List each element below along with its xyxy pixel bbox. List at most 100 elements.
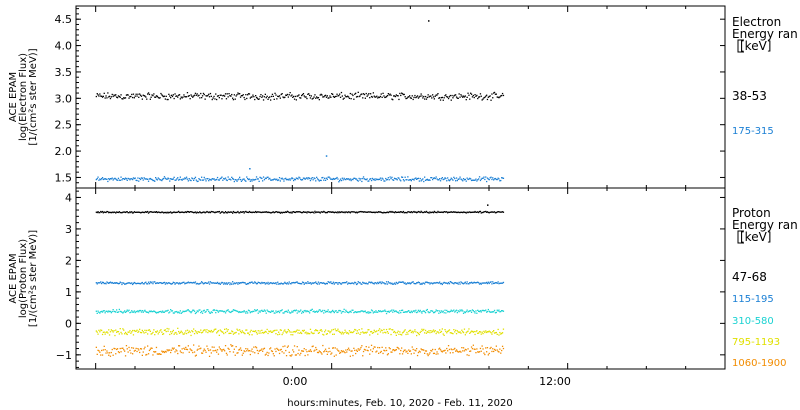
- proton-data-point: [400, 349, 402, 352]
- proton-data-point: [202, 283, 205, 285]
- proton-data-point: [143, 211, 145, 214]
- proton-data-point: [267, 211, 269, 213]
- proton-data-point: [239, 348, 241, 351]
- proton-data-point: [124, 311, 127, 313]
- electron-data-point: [109, 97, 112, 100]
- proton-data-point: [488, 282, 490, 285]
- proton-data-point: [484, 353, 486, 356]
- proton-data-point: [331, 282, 333, 285]
- electron-data-point: [390, 178, 392, 180]
- proton-data-point: [371, 332, 374, 334]
- electron-data-point: [132, 96, 134, 99]
- proton-data-point: [475, 330, 477, 333]
- proton-data-point: [175, 311, 177, 313]
- proton-data-point: [232, 310, 234, 312]
- proton-data-point: [371, 211, 374, 214]
- electron-data-point: [413, 179, 415, 181]
- proton-data-point: [105, 283, 107, 285]
- proton-data-point: [358, 282, 360, 284]
- proton-data-point: [331, 211, 333, 213]
- electron-data-point: [340, 91, 343, 94]
- proton-data-point: [456, 312, 458, 314]
- electron-data-point: [212, 97, 214, 99]
- proton-data-point: [458, 351, 460, 353]
- proton-data-point: [198, 283, 200, 285]
- proton-data-point: [426, 353, 428, 355]
- proton-data-point: [445, 330, 447, 333]
- proton-data-point: [415, 331, 417, 333]
- proton-data-point: [393, 350, 396, 352]
- electron-data-point: [222, 179, 224, 181]
- proton-data-point: [286, 282, 289, 284]
- electron-data-point: [175, 95, 177, 97]
- proton-data-point: [329, 350, 331, 353]
- proton-data-point: [207, 211, 209, 213]
- proton-data-point: [97, 282, 99, 284]
- electron-data-point: [497, 96, 499, 98]
- proton-data-point: [464, 281, 466, 283]
- proton-data-point: [121, 283, 123, 286]
- electron-data-point: [305, 96, 307, 98]
- electron-data-point: [428, 179, 430, 181]
- proton-data-point: [129, 211, 131, 213]
- proton-data-point: [387, 211, 389, 214]
- proton-data-point: [360, 283, 362, 285]
- proton-data-point: [448, 283, 451, 285]
- proton-data-point: [427, 354, 429, 357]
- proton-data-point: [238, 282, 240, 284]
- proton-data-point: [262, 282, 264, 284]
- electron-data-point: [401, 176, 403, 178]
- proton-data-point: [426, 331, 428, 333]
- proton-data-point: [500, 310, 502, 313]
- electron-data-point: [465, 180, 467, 182]
- proton-data-point: [203, 348, 205, 350]
- electron-data-point: [389, 176, 391, 178]
- proton-data-point: [316, 310, 318, 312]
- proton-data-point: [329, 332, 331, 334]
- electron-data-point: [126, 179, 128, 181]
- proton-data-point: [231, 310, 233, 313]
- electron-data-point: [454, 94, 456, 96]
- proton-data-point: [339, 309, 341, 312]
- proton-data-point: [452, 282, 454, 284]
- proton-data-point: [401, 353, 404, 355]
- proton-data-point: [477, 351, 479, 353]
- proton-data-point: [477, 211, 479, 213]
- proton-data-point: [240, 349, 243, 351]
- proton-data-point: [425, 281, 428, 283]
- electron-data-point: [315, 97, 317, 99]
- proton-data-point: [155, 346, 158, 349]
- proton-data-point: [209, 331, 212, 333]
- proton-data-point: [260, 349, 262, 351]
- proton-data-point: [248, 310, 251, 312]
- electron-data-point: [270, 99, 272, 101]
- proton-data-point: [146, 211, 148, 213]
- proton-data-point: [471, 330, 474, 333]
- proton-data-point: [280, 211, 282, 213]
- proton-data-point: [260, 310, 262, 312]
- proton-data-point: [134, 282, 136, 284]
- electron-data-point: [368, 93, 370, 95]
- proton-data-point: [340, 350, 343, 352]
- proton-data-point: [109, 331, 112, 333]
- proton-data-point: [355, 283, 358, 286]
- proton-data-point: [306, 282, 308, 285]
- proton-data-point: [198, 211, 200, 214]
- proton-data-point: [224, 212, 226, 214]
- proton-data-point: [281, 212, 283, 214]
- electron-data-point: [444, 177, 446, 179]
- electron-data-point: [357, 91, 359, 93]
- proton-data-point: [377, 281, 379, 284]
- proton-data-point: [145, 331, 147, 334]
- proton-data-point: [158, 311, 160, 313]
- electron-data-point: [264, 93, 266, 95]
- proton-data-point: [295, 354, 297, 356]
- electron-data-point: [328, 176, 330, 178]
- proton-data-point: [132, 329, 134, 332]
- proton-data-point: [219, 310, 221, 312]
- proton-data-point: [234, 283, 236, 285]
- electron-data-point: [190, 94, 192, 96]
- proton-data-point: [343, 211, 345, 213]
- proton-data-point: [427, 331, 429, 333]
- electron-data-point: [480, 95, 482, 97]
